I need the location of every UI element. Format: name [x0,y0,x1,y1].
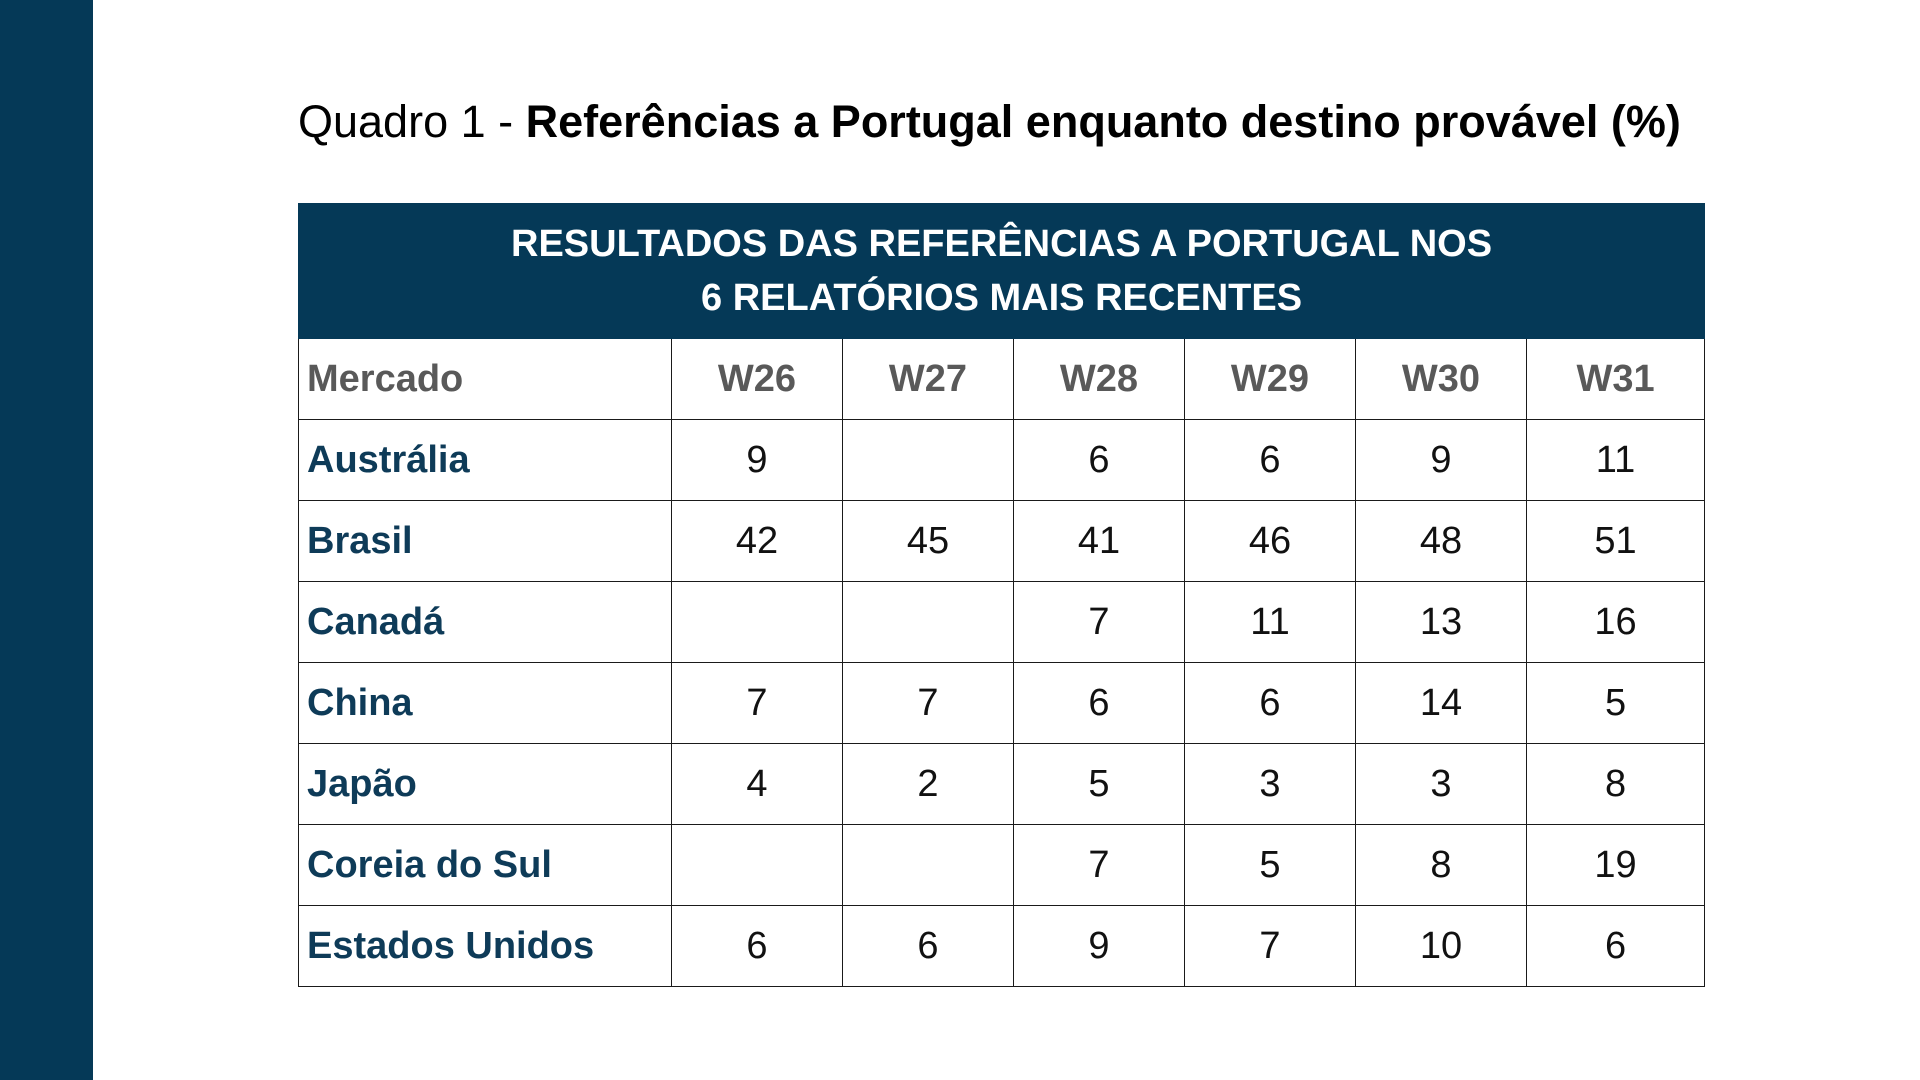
value-cell: 46 [1184,500,1356,582]
table-row: China 7 7 6 6 14 5 [298,662,1706,744]
value-cell: 16 [1525,581,1706,663]
value-cell: 41 [1013,500,1185,582]
value-cell: 6 [1013,419,1185,501]
value-cell: 7 [1013,824,1185,906]
banner-line-1: RESULTADOS DAS REFERÊNCIAS A PORTUGAL NO… [511,223,1493,265]
value-cell: 48 [1355,500,1527,582]
page-title: Quadro 1 - Referências a Portugal enquan… [298,92,1681,152]
value-cell: 8 [1525,743,1706,825]
value-cell: 19 [1525,824,1706,906]
value-cell: 45 [842,500,1014,582]
value-cell: 5 [1184,824,1356,906]
value-cell: 11 [1525,419,1706,501]
value-cell: 13 [1355,581,1527,663]
value-cell: 7 [1013,581,1185,663]
sidebar-band [0,0,93,1080]
value-cell: 4 [671,743,843,825]
table-row: Coreia do Sul 7 5 8 19 [298,824,1706,906]
value-cell: 9 [671,419,843,501]
value-cell: 6 [1013,662,1185,744]
value-cell: 6 [1184,662,1356,744]
results-table: RESULTADOS DAS REFERÊNCIAS A PORTUGAL NO… [297,203,1706,987]
market-cell: China [298,662,672,744]
table-row: Austrália 9 6 6 9 11 [298,419,1706,501]
title-text: Referências a Portugal enquanto destino … [525,96,1681,147]
table-row: Canadá 7 11 13 16 [298,581,1706,663]
value-cell: 8 [1355,824,1527,906]
table-row: Japão 4 2 5 3 3 8 [298,743,1706,825]
market-cell: Canadá [298,581,672,663]
column-header-row: Mercado W26 W27 W28 W29 W30 W31 [298,338,1706,420]
column-header-w28: W28 [1013,338,1185,420]
table-row: Estados Unidos 6 6 9 7 10 6 [298,905,1706,987]
table-banner: RESULTADOS DAS REFERÊNCIAS A PORTUGAL NO… [297,203,1706,339]
table-banner-row: RESULTADOS DAS REFERÊNCIAS A PORTUGAL NO… [297,203,1706,339]
value-cell: 51 [1525,500,1706,582]
column-header-w26: W26 [671,338,843,420]
value-cell: 6 [671,905,843,987]
market-cell: Coreia do Sul [298,824,672,906]
value-cell: 2 [842,743,1014,825]
market-cell: Estados Unidos [298,905,672,987]
value-cell: 6 [1525,905,1706,987]
value-cell: 7 [842,662,1014,744]
column-header-w30: W30 [1355,338,1527,420]
value-cell: 5 [1525,662,1706,744]
value-cell: 7 [1184,905,1356,987]
value-cell: 3 [1184,743,1356,825]
column-header-w27: W27 [842,338,1014,420]
value-cell: 14 [1355,662,1527,744]
value-cell: 6 [1184,419,1356,501]
value-cell [842,824,1014,906]
value-cell: 3 [1355,743,1527,825]
banner-line-2: 6 RELATÓRIOS MAIS RECENTES [701,277,1303,319]
market-cell: Japão [298,743,672,825]
value-cell: 9 [1013,905,1185,987]
value-cell [842,419,1014,501]
column-header-w29: W29 [1184,338,1356,420]
market-cell: Brasil [298,500,672,582]
column-header-w31: W31 [1525,338,1706,420]
value-cell [671,581,843,663]
table-row: Brasil 42 45 41 46 48 51 [298,500,1706,582]
value-cell: 42 [671,500,843,582]
value-cell [842,581,1014,663]
title-prefix: Quadro 1 - [298,96,526,147]
results-table-container: RESULTADOS DAS REFERÊNCIAS A PORTUGAL NO… [297,203,1706,987]
value-cell: 6 [842,905,1014,987]
value-cell: 10 [1355,905,1527,987]
value-cell: 9 [1355,419,1527,501]
column-header-mercado: Mercado [298,338,672,420]
market-cell: Austrália [298,419,672,501]
value-cell: 7 [671,662,843,744]
value-cell: 11 [1184,581,1356,663]
value-cell [671,824,843,906]
value-cell: 5 [1013,743,1185,825]
